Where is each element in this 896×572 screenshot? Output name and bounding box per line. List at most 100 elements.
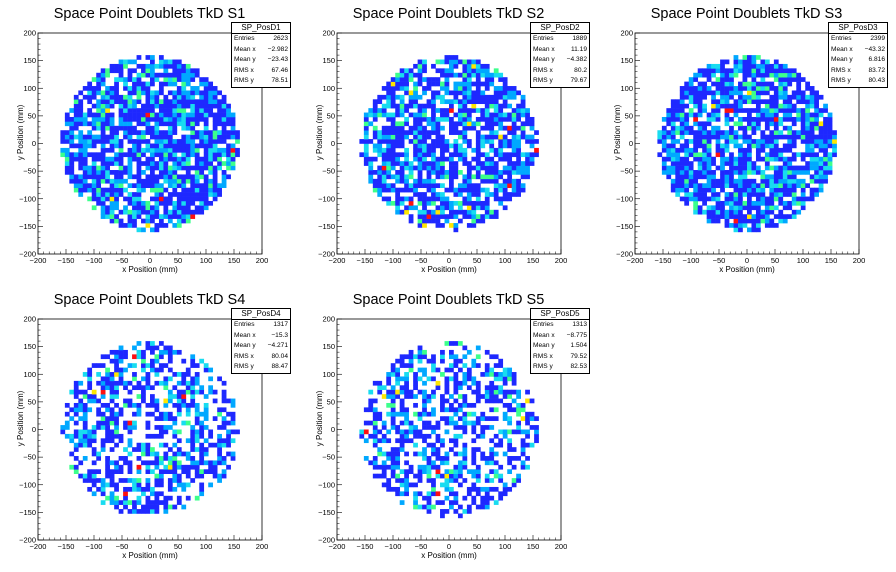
heatmap-cell bbox=[697, 143, 703, 149]
heatmap-cell bbox=[670, 125, 676, 131]
heatmap-cell bbox=[729, 94, 734, 100]
heatmap-cell bbox=[203, 94, 209, 100]
heatmap-cell bbox=[413, 411, 418, 417]
heatmap-cell bbox=[462, 447, 468, 452]
heatmap-cell bbox=[778, 187, 784, 193]
heatmap-cell bbox=[114, 63, 119, 69]
heatmap-cell bbox=[163, 429, 169, 435]
y-axis-label: y Position (mm) bbox=[16, 390, 25, 446]
heatmap-cell bbox=[498, 376, 504, 382]
heatmap-cell bbox=[444, 156, 450, 162]
heatmap-cell bbox=[444, 495, 450, 501]
heatmap-cell bbox=[154, 354, 160, 360]
heatmap-cell bbox=[363, 112, 369, 118]
heatmap-cell bbox=[118, 456, 124, 461]
heatmap-cell bbox=[172, 147, 178, 153]
heatmap-cell bbox=[782, 99, 788, 105]
heatmap-cell bbox=[372, 438, 378, 444]
heatmap-cell bbox=[516, 478, 521, 483]
heatmap-cell bbox=[226, 411, 231, 417]
heatmap-cell bbox=[422, 143, 427, 149]
heatmap-cell bbox=[176, 402, 182, 408]
heatmap-cell bbox=[109, 447, 115, 452]
heatmap-cell bbox=[507, 103, 513, 109]
heatmap-cell bbox=[489, 451, 495, 457]
heatmap-cell bbox=[498, 121, 504, 127]
heatmap-cell bbox=[132, 103, 137, 109]
heatmap-cell bbox=[150, 156, 155, 162]
heatmap-cell bbox=[769, 205, 775, 211]
heatmap-cell bbox=[769, 152, 775, 158]
heatmap-cell bbox=[449, 178, 454, 184]
heatmap-cell bbox=[105, 385, 110, 391]
stats-box: SP_PosD1 Entries 2623 Mean x −2.982 Mean y… bbox=[231, 22, 291, 88]
heatmap-cell bbox=[693, 77, 699, 82]
heatmap-cell bbox=[226, 433, 231, 439]
heatmap-cell bbox=[230, 411, 236, 417]
heatmap-cell bbox=[377, 143, 383, 149]
heatmap-cell bbox=[498, 108, 504, 113]
heatmap-cell bbox=[386, 376, 392, 382]
stats-label: Mean y bbox=[234, 342, 256, 349]
heatmap-cell bbox=[805, 112, 811, 118]
heatmap-cell bbox=[773, 205, 779, 211]
heatmap-cell bbox=[417, 451, 423, 457]
heatmap-cell bbox=[87, 372, 93, 377]
heatmap-cell bbox=[498, 187, 504, 193]
heatmap-cell bbox=[181, 143, 187, 149]
heatmap-cell bbox=[167, 411, 173, 417]
heatmap-cell bbox=[417, 156, 423, 162]
heatmap-cell bbox=[502, 86, 508, 91]
heatmap-cell bbox=[787, 200, 793, 206]
heatmap-cell bbox=[203, 367, 209, 373]
heatmap-cell bbox=[702, 183, 707, 188]
heatmap-cell bbox=[145, 482, 151, 488]
heatmap-cell bbox=[502, 402, 508, 408]
heatmap-cell bbox=[747, 192, 752, 197]
heatmap-cell bbox=[435, 134, 441, 140]
heatmap-cell bbox=[449, 205, 454, 211]
heatmap-cell bbox=[670, 112, 676, 118]
heatmap-cell bbox=[426, 442, 432, 448]
heatmap-cell bbox=[525, 433, 530, 439]
heatmap-cell bbox=[194, 99, 200, 105]
heatmap-cell bbox=[498, 139, 504, 144]
heatmap-cell bbox=[158, 491, 164, 497]
heatmap-cell bbox=[773, 187, 779, 193]
heatmap-cell bbox=[194, 112, 200, 118]
y-tick-label: −200 bbox=[19, 536, 36, 545]
heatmap-cell bbox=[413, 495, 418, 501]
heatmap-cell bbox=[431, 200, 436, 206]
heatmap-cell bbox=[440, 394, 445, 399]
heatmap-cell bbox=[172, 460, 178, 466]
heatmap-cell bbox=[489, 134, 495, 140]
heatmap-cell bbox=[109, 491, 115, 497]
heatmap-cell bbox=[96, 121, 102, 127]
heatmap-cell bbox=[190, 389, 196, 395]
heatmap-cell bbox=[145, 200, 151, 206]
heatmap-cell bbox=[791, 183, 797, 188]
heatmap-cell bbox=[194, 103, 200, 109]
heatmap-cell bbox=[444, 147, 450, 153]
heatmap-cell bbox=[742, 183, 748, 188]
heatmap-cell bbox=[684, 174, 690, 180]
heatmap-cell bbox=[720, 156, 725, 162]
heatmap-cell bbox=[507, 394, 513, 399]
heatmap-cell bbox=[738, 103, 743, 109]
heatmap-cell bbox=[185, 165, 191, 171]
heatmap-cell bbox=[386, 183, 392, 188]
heatmap-cell bbox=[715, 63, 721, 69]
heatmap-cell bbox=[466, 112, 472, 118]
heatmap-cell bbox=[141, 209, 146, 215]
heatmap-cell bbox=[91, 478, 97, 483]
heatmap-cell bbox=[150, 59, 155, 65]
heatmap-cell bbox=[100, 354, 106, 360]
heatmap-cell bbox=[100, 380, 106, 386]
heatmap-cell bbox=[769, 183, 775, 188]
heatmap-cell bbox=[453, 425, 459, 430]
x-tick-label: −50 bbox=[116, 256, 129, 265]
heatmap-cell bbox=[185, 139, 191, 144]
heatmap-cell bbox=[449, 68, 454, 74]
heatmap-cell bbox=[203, 394, 209, 399]
heatmap-cell bbox=[381, 464, 387, 470]
